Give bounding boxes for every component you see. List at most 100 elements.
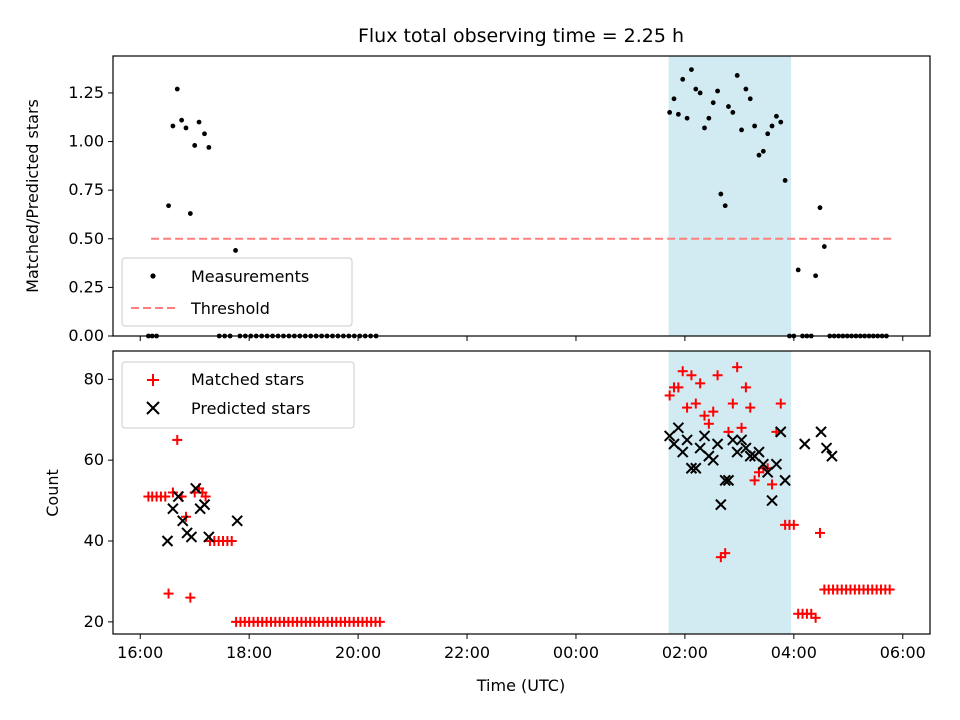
predicted-point bbox=[766, 494, 778, 507]
data-point bbox=[206, 144, 212, 150]
predicted-point bbox=[172, 490, 185, 503]
legend: Measurements Threshold bbox=[121, 257, 353, 327]
plot-frame bbox=[112, 55, 931, 337]
data-point bbox=[760, 148, 766, 154]
y-tick-label: 0.25 bbox=[68, 277, 104, 296]
data-point bbox=[680, 76, 686, 82]
legend-label-measurements: Measurements bbox=[191, 267, 309, 286]
data-point bbox=[170, 123, 176, 129]
data-point bbox=[752, 123, 758, 129]
data-point bbox=[726, 104, 731, 109]
y-axis-label: Matched/Predicted stars bbox=[23, 99, 42, 293]
data-point bbox=[196, 119, 202, 125]
matched-point bbox=[699, 410, 710, 421]
matched-point bbox=[677, 366, 688, 377]
matched-point bbox=[664, 390, 675, 401]
data-point bbox=[192, 143, 198, 148]
top-panel: 0.00 0.25 0.50 0.75 1.00 1.25 Matched/Predict… bbox=[23, 55, 931, 345]
legend: Matched stars Predicted stars bbox=[121, 361, 355, 429]
legend-box bbox=[121, 257, 353, 327]
predicted-point bbox=[719, 474, 731, 487]
matched-point bbox=[673, 382, 684, 393]
matched-point bbox=[884, 584, 895, 595]
data-point bbox=[722, 203, 728, 209]
matched-point bbox=[767, 479, 778, 490]
predicted-point bbox=[198, 498, 211, 511]
data-point bbox=[706, 115, 712, 121]
y-tick-label: 40 bbox=[84, 531, 104, 550]
predicted-point bbox=[161, 535, 174, 547]
predicted-point bbox=[799, 438, 811, 450]
data-point bbox=[756, 152, 762, 158]
predicted-point bbox=[715, 498, 727, 511]
data-point bbox=[747, 96, 753, 102]
predicted-point bbox=[685, 462, 698, 474]
x-tick-label: 16:00 bbox=[117, 643, 163, 662]
data-point bbox=[769, 123, 775, 129]
data-point bbox=[174, 86, 180, 92]
matched-point bbox=[172, 434, 183, 445]
data-point bbox=[813, 273, 819, 279]
data-point bbox=[187, 211, 193, 216]
predicted-point bbox=[775, 426, 787, 438]
data-point bbox=[739, 127, 744, 133]
matched-point bbox=[708, 406, 719, 417]
data-point bbox=[718, 191, 724, 197]
matched-point bbox=[185, 592, 196, 603]
matched-point bbox=[732, 362, 743, 373]
data-point bbox=[734, 73, 740, 78]
matched-point bbox=[749, 475, 760, 486]
matched-point bbox=[695, 378, 706, 389]
y-tick-label: 1.25 bbox=[68, 83, 104, 102]
predicted-point bbox=[231, 515, 243, 527]
matched-point bbox=[703, 418, 714, 429]
legend-box bbox=[121, 361, 355, 429]
matched-point bbox=[736, 422, 747, 433]
matched-point bbox=[200, 491, 211, 502]
x-tick-label: 06:00 bbox=[880, 643, 926, 662]
data-point bbox=[730, 109, 736, 115]
y-tick-label: 0.50 bbox=[68, 229, 104, 248]
matched-point bbox=[682, 402, 693, 413]
predicted-point bbox=[757, 458, 770, 470]
data-point bbox=[715, 88, 720, 94]
y-axis-label: Count bbox=[43, 469, 62, 517]
predicted-point bbox=[711, 438, 724, 450]
predicted-point bbox=[681, 434, 693, 446]
y-axis-ticks: 0.00 0.25 0.50 0.75 1.00 1.25 bbox=[68, 83, 113, 345]
matched-point bbox=[712, 370, 723, 381]
x-tick-label: 02:00 bbox=[662, 643, 708, 662]
matched-point bbox=[226, 536, 237, 547]
x-axis-label: Time (UTC) bbox=[476, 676, 565, 695]
predicted-point bbox=[694, 442, 706, 454]
data-point bbox=[179, 117, 185, 123]
matched-point bbox=[740, 382, 751, 393]
matched-point bbox=[775, 398, 786, 409]
data-point bbox=[675, 111, 681, 117]
plot-frame bbox=[112, 350, 931, 635]
predicted-point bbox=[722, 474, 735, 487]
legend-label-threshold: Threshold bbox=[190, 299, 270, 318]
matched-point bbox=[814, 527, 825, 538]
predicted-point bbox=[190, 482, 202, 495]
data-point bbox=[821, 244, 827, 249]
matched-point bbox=[163, 588, 174, 599]
predicted-point bbox=[698, 430, 711, 442]
x-axis-ticks: 16:00 18:00 20:00 22:00 00:00 02:00 04:00 06:00 bbox=[117, 634, 926, 662]
data-point bbox=[202, 131, 207, 137]
data-point bbox=[710, 100, 716, 106]
predicted-point bbox=[668, 438, 680, 450]
predicted-point bbox=[731, 446, 743, 458]
predicted-point bbox=[761, 466, 774, 478]
predicted-point bbox=[740, 442, 752, 454]
data-point bbox=[684, 115, 690, 121]
x-tick-label: 18:00 bbox=[226, 643, 272, 662]
data-point bbox=[689, 67, 694, 73]
predicted-point bbox=[707, 454, 719, 466]
predicted-point bbox=[779, 474, 791, 487]
data-point bbox=[183, 125, 189, 131]
predicted-stars-series bbox=[161, 422, 838, 547]
matched-point bbox=[720, 548, 731, 559]
x-tick-label: 20:00 bbox=[335, 643, 381, 662]
